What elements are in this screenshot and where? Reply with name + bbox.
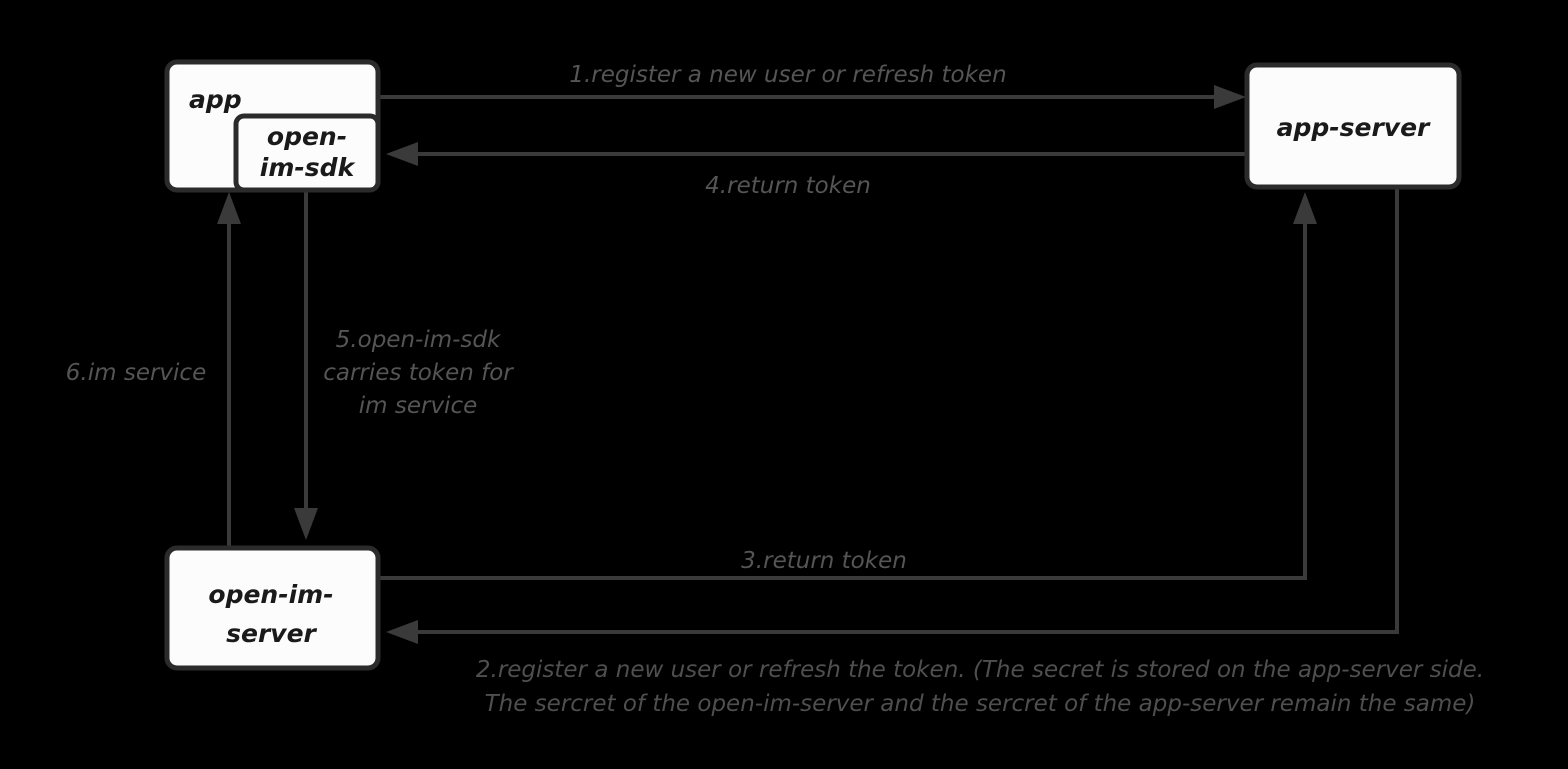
- edge-3-label: 3.return token: [741, 548, 907, 574]
- node-open-im-sdk-box[interactable]: [233, 113, 381, 193]
- edge-4-label: 4.return token: [705, 173, 871, 199]
- edge-2-arrowhead: [386, 620, 418, 644]
- edge-3-return-token: [378, 192, 1317, 580]
- edge-3-arrowhead: [1293, 192, 1317, 224]
- node-app-label: app: [189, 85, 242, 114]
- edge-6-im-service: [217, 192, 241, 548]
- edge-4-arrowhead: [386, 142, 418, 166]
- node-open-im-server[interactable]: open-im- server: [164, 545, 381, 671]
- edge-5-label-line2: carries token for: [323, 360, 514, 386]
- edge-2-label-line1: 2.register a new user or refresh the tok…: [476, 657, 1484, 683]
- node-app-server-box[interactable]: [1244, 62, 1462, 190]
- node-open-im-sdk-label-line2: im-sdk: [260, 153, 356, 182]
- node-app-server[interactable]: app-server: [1244, 62, 1462, 190]
- node-open-im-server-label-line1: open-im-: [208, 580, 333, 609]
- edge-5-label-line1: 5.open-im-sdk: [336, 327, 502, 353]
- node-open-im-sdk[interactable]: open- im-sdk: [233, 113, 381, 193]
- node-open-im-server-box[interactable]: [164, 545, 381, 671]
- node-open-im-server-label-line2: server: [226, 619, 317, 648]
- edge-2-register-refresh: [386, 187, 1399, 644]
- edge-1-arrowhead: [1214, 85, 1246, 109]
- edge-2-label-line2: The sercret of the open-im-server and th…: [485, 691, 1476, 717]
- edge-5-sdk-carries-token: [294, 192, 318, 540]
- edge-6-arrowhead: [217, 192, 241, 224]
- edge-2-line: [410, 187, 1399, 634]
- node-open-im-sdk-label-line1: open-: [267, 122, 347, 151]
- edge-1-register-user: [378, 85, 1246, 109]
- node-app-server-label: app-server: [1277, 113, 1431, 142]
- edge-4-return-token: [386, 142, 1246, 166]
- edge-1-label: 1.register a new user or refresh token: [569, 62, 1006, 88]
- edge-6-label: 6.im service: [66, 360, 206, 386]
- edge-5-arrowhead: [294, 508, 318, 540]
- edge-5-label-line3: im service: [359, 393, 478, 419]
- edge-3-line: [378, 218, 1307, 580]
